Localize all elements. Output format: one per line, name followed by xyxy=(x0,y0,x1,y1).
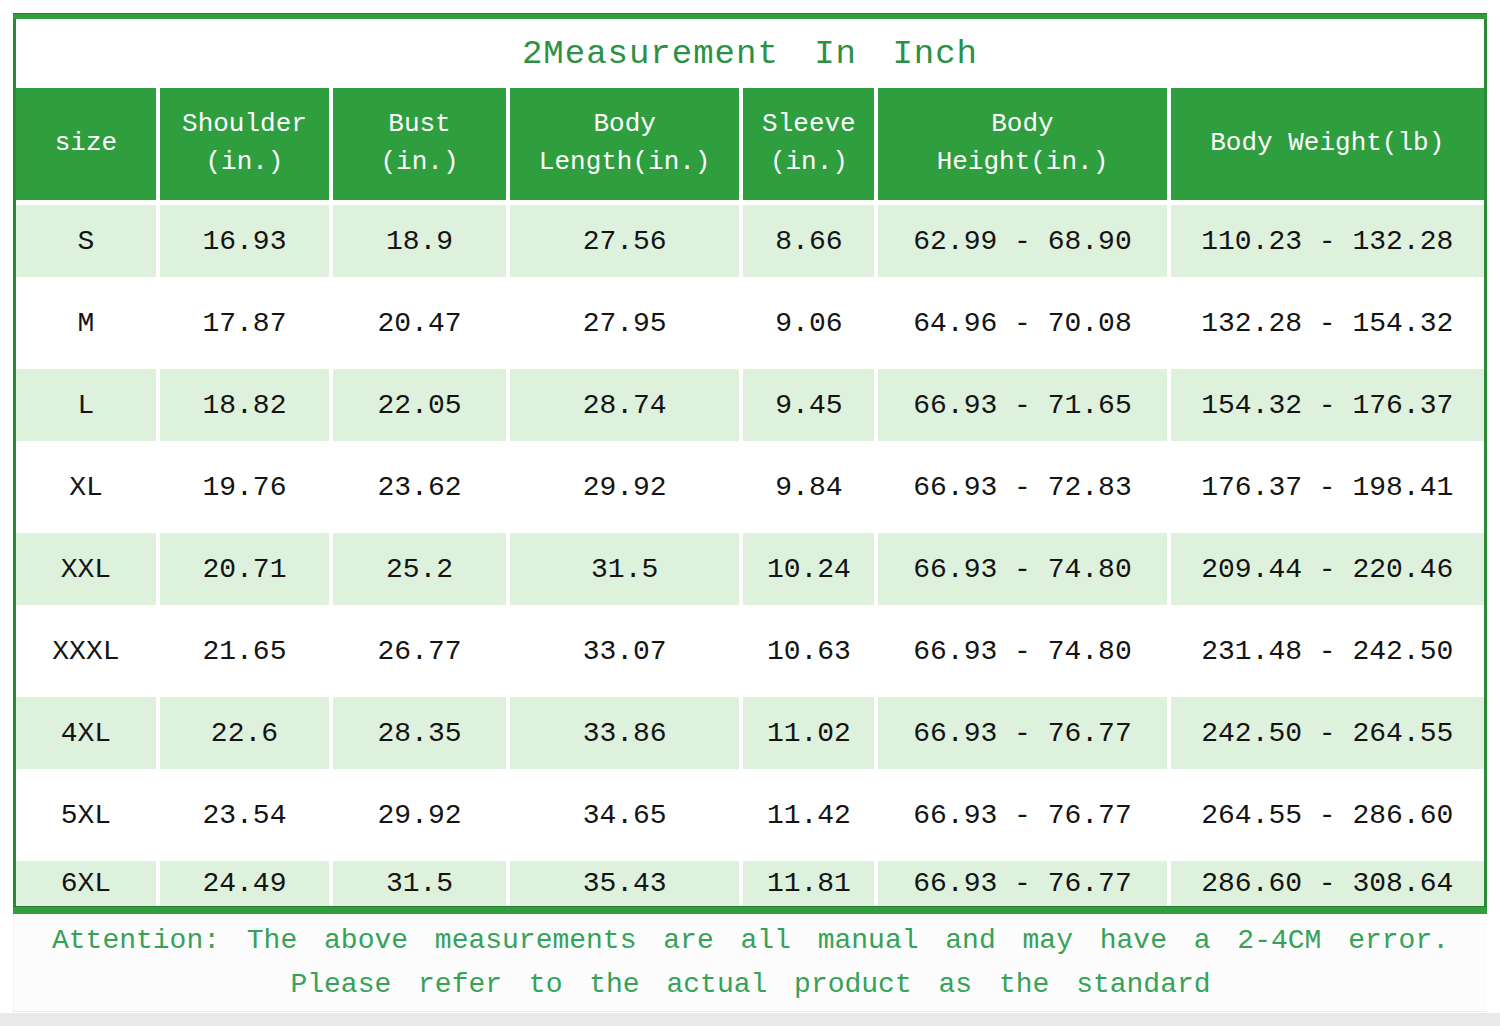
table-frame: 2Measurement In Inch size Shoulder (in.)… xyxy=(13,19,1487,906)
cell-sleeve: 9.06 xyxy=(743,287,878,359)
attention-line-2: Please refer to the actual product as th… xyxy=(290,963,1210,1006)
cell-body-length: 27.95 xyxy=(510,287,743,359)
attention-line-1: Attention: The above measurements are al… xyxy=(52,919,1449,962)
table-row-m: M 17.87 20.47 27.95 9.06 64.96 - 70.08 1… xyxy=(16,282,1484,364)
cell-body-height: 62.99 - 68.90 xyxy=(878,205,1170,277)
cell-shoulder: 16.93 xyxy=(160,205,333,277)
cell-body-height: 66.93 - 74.80 xyxy=(878,615,1170,687)
cell-sleeve: 9.84 xyxy=(743,451,878,523)
cell-body-height: 66.93 - 71.65 xyxy=(878,369,1170,441)
column-header-body-weight: Body Weight(lb) xyxy=(1171,88,1484,200)
table-row-4xl: 4XL 22.6 28.35 33.86 11.02 66.93 - 76.77… xyxy=(16,692,1484,774)
column-header-shoulder: Shoulder (in.) xyxy=(160,88,333,200)
cell-sleeve: 10.24 xyxy=(743,533,878,605)
cell-sleeve: 11.81 xyxy=(743,861,878,906)
cell-body-weight: 110.23 - 132.28 xyxy=(1171,205,1484,277)
cell-body-length: 31.5 xyxy=(510,533,743,605)
column-header-bust: Bust (in.) xyxy=(333,88,510,200)
size-chart-page: 2Measurement In Inch size Shoulder (in.)… xyxy=(0,0,1500,1026)
attention-note: Attention: The above measurements are al… xyxy=(13,914,1487,1012)
column-header-body-length: Body Length(in.) xyxy=(510,88,743,200)
size-chart: 2Measurement In Inch size Shoulder (in.)… xyxy=(13,13,1487,1012)
cell-size: M xyxy=(16,287,160,359)
cell-body-length: 35.43 xyxy=(510,861,743,906)
cell-size: 6XL xyxy=(16,861,160,906)
cell-body-height: 64.96 - 70.08 xyxy=(878,287,1170,359)
cell-body-height: 66.93 - 76.77 xyxy=(878,779,1170,851)
table-row-s: S 16.93 18.9 27.56 8.66 62.99 - 68.90 11… xyxy=(16,200,1484,282)
cell-body-weight: 242.50 - 264.55 xyxy=(1171,697,1484,769)
cell-body-length: 34.65 xyxy=(510,779,743,851)
cell-bust: 18.9 xyxy=(333,205,510,277)
cell-body-weight: 264.55 - 286.60 xyxy=(1171,779,1484,851)
cell-shoulder: 20.71 xyxy=(160,533,333,605)
cell-body-weight: 154.32 - 176.37 xyxy=(1171,369,1484,441)
cell-bust: 28.35 xyxy=(333,697,510,769)
cell-size: XXXL xyxy=(16,615,160,687)
cell-body-weight: 209.44 - 220.46 xyxy=(1171,533,1484,605)
table-row-xl: XL 19.76 23.62 29.92 9.84 66.93 - 72.83 … xyxy=(16,446,1484,528)
cell-body-height: 66.93 - 74.80 xyxy=(878,533,1170,605)
cell-body-height: 66.93 - 72.83 xyxy=(878,451,1170,523)
cell-shoulder: 22.6 xyxy=(160,697,333,769)
table-row-xxl: XXL 20.71 25.2 31.5 10.24 66.93 - 74.80 … xyxy=(16,528,1484,610)
cell-shoulder: 23.54 xyxy=(160,779,333,851)
table-row-6xl: 6XL 24.49 31.5 35.43 11.81 66.93 - 76.77… xyxy=(16,856,1484,906)
cell-body-weight: 176.37 - 198.41 xyxy=(1171,451,1484,523)
table-header-row: size Shoulder (in.) Bust (in.) Body Leng… xyxy=(16,88,1484,200)
table-row-l: L 18.82 22.05 28.74 9.45 66.93 - 71.65 1… xyxy=(16,364,1484,446)
column-header-body-height: Body Height(in.) xyxy=(878,88,1170,200)
cell-size: XXL xyxy=(16,533,160,605)
cell-shoulder: 19.76 xyxy=(160,451,333,523)
cell-size: L xyxy=(16,369,160,441)
column-header-size: size xyxy=(16,88,160,200)
cell-body-weight: 132.28 - 154.32 xyxy=(1171,287,1484,359)
cell-bust: 23.62 xyxy=(333,451,510,523)
cell-sleeve: 8.66 xyxy=(743,205,878,277)
cell-bust: 29.92 xyxy=(333,779,510,851)
cell-body-length: 28.74 xyxy=(510,369,743,441)
table-bottom-border xyxy=(13,906,1487,914)
cell-size: S xyxy=(16,205,160,277)
table-row-5xl: 5XL 23.54 29.92 34.65 11.42 66.93 - 76.7… xyxy=(16,774,1484,856)
cell-shoulder: 18.82 xyxy=(160,369,333,441)
cell-bust: 20.47 xyxy=(333,287,510,359)
cell-shoulder: 21.65 xyxy=(160,615,333,687)
cell-body-weight: 231.48 - 242.50 xyxy=(1171,615,1484,687)
cell-sleeve: 9.45 xyxy=(743,369,878,441)
cell-sleeve: 11.42 xyxy=(743,779,878,851)
cell-bust: 22.05 xyxy=(333,369,510,441)
cell-body-length: 29.92 xyxy=(510,451,743,523)
cell-body-weight: 286.60 - 308.64 xyxy=(1171,861,1484,906)
cell-bust: 31.5 xyxy=(333,861,510,906)
cell-shoulder: 24.49 xyxy=(160,861,333,906)
page-bottom-strip xyxy=(0,1013,1500,1026)
cell-body-height: 66.93 - 76.77 xyxy=(878,861,1170,906)
cell-size: XL xyxy=(16,451,160,523)
cell-body-length: 27.56 xyxy=(510,205,743,277)
column-header-sleeve: Sleeve (in.) xyxy=(743,88,878,200)
cell-size: 4XL xyxy=(16,697,160,769)
cell-body-length: 33.07 xyxy=(510,615,743,687)
chart-title: 2Measurement In Inch xyxy=(16,19,1484,88)
cell-body-length: 33.86 xyxy=(510,697,743,769)
cell-shoulder: 17.87 xyxy=(160,287,333,359)
cell-sleeve: 10.63 xyxy=(743,615,878,687)
cell-bust: 25.2 xyxy=(333,533,510,605)
cell-sleeve: 11.02 xyxy=(743,697,878,769)
cell-body-height: 66.93 - 76.77 xyxy=(878,697,1170,769)
cell-size: 5XL xyxy=(16,779,160,851)
cell-bust: 26.77 xyxy=(333,615,510,687)
table-row-xxxl: XXXL 21.65 26.77 33.07 10.63 66.93 - 74.… xyxy=(16,610,1484,692)
